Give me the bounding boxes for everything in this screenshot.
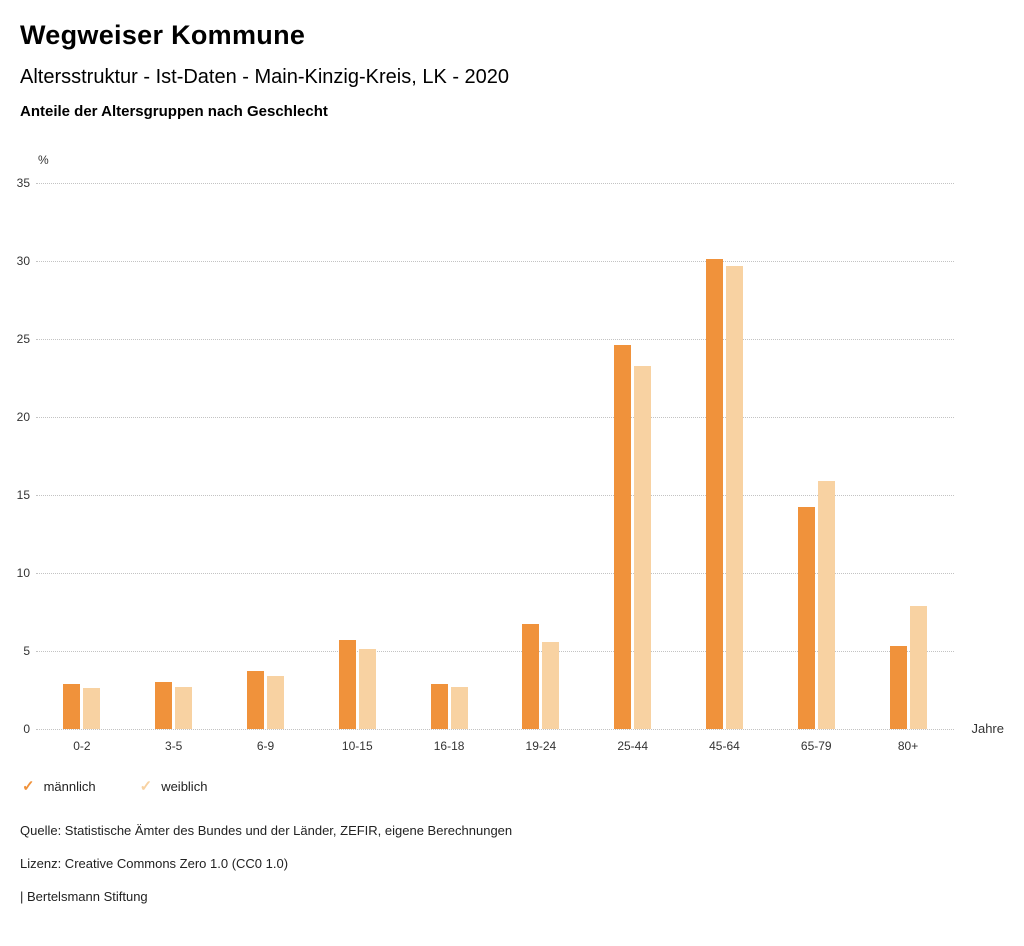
bar-weiblich-0-2 xyxy=(83,688,101,729)
bar-männlich-45-64 xyxy=(705,259,723,729)
bar-weiblich-65-79 xyxy=(817,480,835,729)
bar-weiblich-80+ xyxy=(909,605,927,729)
bar-männlich-0-2 xyxy=(63,683,81,729)
bar-weiblich-3-5 xyxy=(175,686,193,729)
license-line: Lizenz: Creative Commons Zero 1.0 (CC0 1… xyxy=(20,856,289,871)
bar-group-25-44: 25-44 xyxy=(614,183,652,753)
bar-männlich-6-9 xyxy=(246,671,264,729)
bar-männlich-16-18 xyxy=(430,683,448,729)
legend-label-maennlich: männlich xyxy=(43,779,96,794)
bar-männlich-3-5 xyxy=(155,682,173,729)
x-tick-label-80+: 80+ xyxy=(897,739,919,753)
bar-group-10-15: 10-15 xyxy=(338,183,376,753)
x-axis-unit-label: Jahre xyxy=(971,721,1004,736)
bar-männlich-25-44 xyxy=(614,345,632,729)
x-tick-label-10-15: 10-15 xyxy=(341,739,373,753)
gridline-20 xyxy=(36,417,954,418)
check-icon-weiblich: ✓ xyxy=(139,778,153,795)
gridline-5 xyxy=(36,651,954,652)
y-tick-label-30: 30 xyxy=(16,254,30,268)
legend-label-weiblich: weiblich xyxy=(161,779,208,794)
y-tick-label-35: 35 xyxy=(16,176,30,190)
bar-group-6-9: 6-9 xyxy=(246,183,284,753)
bar-chart-plot-area: % Jahre 0 5 10 15 20 25 30 35 0-2 3-5 6-9 10-15 16-1… xyxy=(17,153,1004,753)
legend-item-weiblich[interactable]: ✓ weiblich xyxy=(140,779,208,794)
x-tick-label-25-44: 25-44 xyxy=(617,739,649,753)
x-tick-label-0-2: 0-2 xyxy=(73,739,91,753)
gridline-30 xyxy=(36,261,954,262)
bar-group-16-18: 16-18 xyxy=(430,183,468,753)
page-subtitle: Altersstruktur - Ist-Daten - Main-Kinzig… xyxy=(20,66,510,88)
x-tick-label-3-5: 3-5 xyxy=(165,739,183,753)
bar-groups: 0-2 3-5 6-9 10-15 16-18 19-24 25-44 45-64 65-79 8… xyxy=(36,183,954,753)
gridline-0 xyxy=(36,729,954,730)
gridline-10 xyxy=(36,573,954,574)
bar-group-19-24: 19-24 xyxy=(522,183,560,753)
bar-group-65-79: 65-79 xyxy=(797,183,835,753)
chart-footer: Quelle: Statistische Ämter des Bundes un… xyxy=(20,823,1004,904)
bar-weiblich-10-15 xyxy=(358,649,376,729)
x-tick-label-65-79: 65-79 xyxy=(800,739,832,753)
source-line: Quelle: Statistische Ämter des Bundes un… xyxy=(20,823,513,838)
x-tick-label-6-9: 6-9 xyxy=(256,739,275,753)
y-tick-label-0: 0 xyxy=(23,722,30,736)
bar-weiblich-19-24 xyxy=(542,641,560,729)
bar-group-0-2: 0-2 xyxy=(63,183,101,753)
bar-männlich-80+ xyxy=(889,646,907,729)
bar-männlich-10-15 xyxy=(338,640,356,729)
bar-weiblich-25-44 xyxy=(634,365,652,729)
x-tick-label-16-18: 16-18 xyxy=(433,739,465,753)
x-tick-label-19-24: 19-24 xyxy=(525,739,557,753)
y-tick-label-25: 25 xyxy=(16,332,30,346)
check-icon-maennlich: ✓ xyxy=(22,778,35,795)
attribution-line: | Bertelsmann Stiftung xyxy=(20,889,148,904)
bar-männlich-19-24 xyxy=(522,624,540,729)
gridline-35 xyxy=(36,183,954,184)
bar-weiblich-45-64 xyxy=(725,265,743,729)
page-title: Wegweiser Kommune xyxy=(20,20,306,50)
bar-weiblich-16-18 xyxy=(450,686,468,729)
x-tick-label-45-64: 45-64 xyxy=(709,739,740,753)
y-tick-label-5: 5 xyxy=(23,644,30,658)
gridline-25 xyxy=(36,339,954,340)
chart-caption: Anteile der Altersgruppen nach Geschlech… xyxy=(20,103,328,120)
gridline-15 xyxy=(36,495,954,496)
bar-weiblich-6-9 xyxy=(266,675,284,729)
y-tick-label-15: 15 xyxy=(16,488,30,502)
y-tick-label-20: 20 xyxy=(16,410,30,424)
y-axis-unit-label: % xyxy=(38,153,49,167)
bar-group-45-64: 45-64 xyxy=(705,183,743,753)
bar-group-80+: 80+ xyxy=(889,183,927,753)
chart-legend: ✓ männlich ✓ weiblich xyxy=(22,779,1004,794)
y-tick-label-10: 10 xyxy=(16,566,30,580)
legend-item-maennlich[interactable]: ✓ männlich xyxy=(22,779,96,794)
bar-männlich-65-79 xyxy=(797,507,815,729)
bar-group-3-5: 3-5 xyxy=(155,183,193,753)
